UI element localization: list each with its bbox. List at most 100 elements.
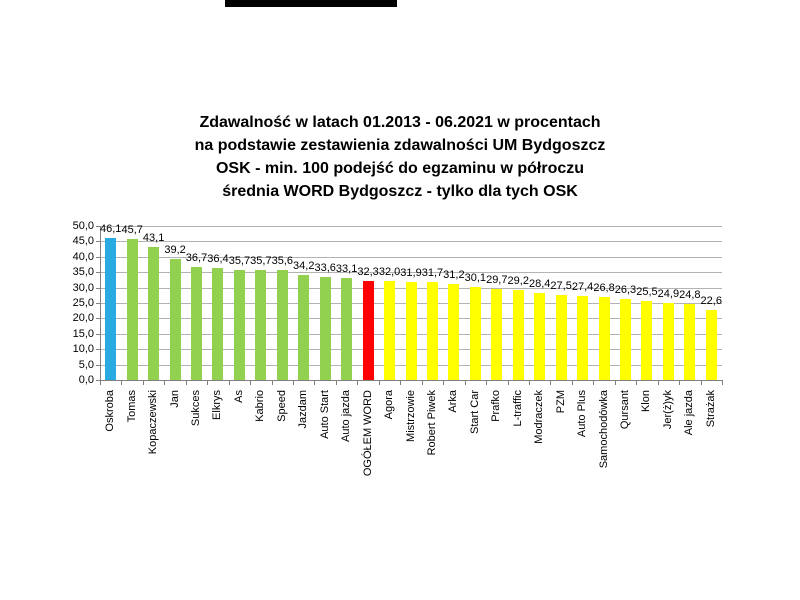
y-axis-tick [96, 226, 100, 227]
x-axis-tick [250, 381, 252, 385]
category-label: Robert Piwek [425, 390, 438, 456]
bar-value-label: 35,7 [250, 255, 272, 268]
x-axis-tick [550, 381, 552, 385]
category-label: Klon [640, 390, 653, 413]
category-label: Start Car [468, 390, 481, 435]
redacted-strip [225, 0, 397, 7]
bar [619, 298, 631, 380]
x-axis-tick [614, 381, 616, 385]
x-axis-tick [164, 381, 166, 385]
x-axis-tick [357, 381, 359, 385]
x-axis-tick [100, 381, 101, 385]
bar-value-label: 22,6 [700, 295, 722, 308]
gridline [100, 256, 722, 258]
bar [491, 288, 503, 380]
category-label: Kopaczewski [147, 390, 160, 455]
bar [512, 290, 524, 380]
y-axis-tick [96, 364, 100, 366]
y-axis-tick-label: 35,0 [72, 266, 94, 279]
x-axis-tick [271, 381, 273, 385]
y-axis-tick-label: 25,0 [72, 297, 94, 309]
bar-value-label: 35,7 [228, 255, 251, 268]
bar-value-label: 39,2 [164, 244, 186, 257]
category-label: Prafko [490, 390, 503, 422]
category-label: OGÓŁEM WORD [361, 390, 374, 477]
bar-value-label: 27,5 [550, 280, 572, 293]
x-axis-tick [293, 381, 295, 385]
y-axis-tick-label: 45,0 [72, 235, 94, 248]
y-axis-tick-label: 50,0 [72, 220, 94, 232]
category-label: Jazdam [297, 390, 310, 429]
y-axis-tick [96, 287, 100, 289]
y-axis-tick [96, 241, 100, 243]
x-axis-tick [486, 381, 488, 385]
bar [662, 303, 674, 380]
bar-value-label: 36,7 [185, 251, 208, 264]
bar-value-label: 27,4 [571, 280, 594, 293]
bar [276, 270, 288, 380]
category-label: L-traffic [511, 390, 524, 427]
gridline [100, 226, 722, 227]
bar [233, 270, 245, 380]
category-label: Arka [447, 390, 460, 413]
bar [362, 280, 374, 380]
category-label: As [232, 390, 245, 403]
bar-value-label: 30,1 [464, 272, 487, 285]
category-label: Elkrys [211, 390, 224, 420]
y-axis-tick [96, 333, 100, 335]
category-label: Modraczek [533, 390, 546, 444]
bar [577, 295, 589, 380]
bar [684, 303, 696, 380]
category-label: Kabrio [254, 390, 267, 422]
bar [212, 267, 224, 380]
bar [126, 239, 138, 380]
bar-value-label: 36,4 [207, 252, 229, 265]
y-axis-tick [96, 380, 100, 381]
y-axis-tick-label: 10,0 [72, 343, 94, 356]
bar [298, 274, 310, 380]
chart-title-line-4: średnia WORD Bydgoszcz - tylko dla tych … [222, 183, 578, 200]
x-axis-tick [464, 381, 466, 385]
x-axis-tick [185, 381, 187, 385]
y-axis-tick-label: 40,0 [72, 250, 94, 263]
bar [469, 287, 481, 380]
x-axis-tick [528, 381, 530, 385]
x-axis-tick [657, 381, 659, 385]
x-axis-tick [700, 381, 702, 385]
bar-value-label: 31,9 [400, 266, 422, 279]
x-axis-tick [636, 381, 638, 385]
bar [426, 282, 438, 380]
bar-value-label: 46,1 [100, 223, 122, 235]
bar-value-label: 24,9 [657, 288, 680, 301]
category-label: Sukces [190, 390, 203, 427]
y-axis-tick [96, 272, 100, 274]
bar [255, 270, 267, 380]
gridline [100, 241, 722, 243]
category-label: Auto jazda [340, 390, 353, 442]
category-label: Agora [383, 390, 396, 420]
x-axis-tick [593, 381, 595, 385]
category-label: Jer(ż)yk [661, 390, 674, 430]
x-axis-tick [142, 381, 144, 385]
bar [555, 295, 567, 380]
chart-title-line-3: OSK - min. 100 podejść do egzaminu w pół… [215, 160, 585, 177]
y-axis-tick-label: 5,0 [78, 358, 94, 371]
bar [191, 266, 203, 380]
chart-title-line-2: na podstawie zestawienia zdawalności UM … [194, 137, 606, 154]
bar [169, 259, 181, 380]
category-label: Strażak [704, 390, 717, 428]
x-axis-tick [400, 381, 402, 385]
category-label: Ale jazda [683, 390, 696, 436]
bar [598, 297, 610, 380]
x-axis-tick [722, 381, 723, 385]
x-axis-tick [335, 381, 337, 385]
bar [148, 247, 160, 380]
bar-value-label: 24,8 [679, 288, 701, 301]
bar-value-label: 34,2 [293, 259, 315, 272]
category-label: PZM [554, 390, 567, 414]
x-axis-tick [228, 381, 230, 385]
bar [384, 281, 396, 380]
category-label: Tomas [125, 390, 138, 423]
y-axis-tick-label: 20,0 [72, 312, 94, 325]
